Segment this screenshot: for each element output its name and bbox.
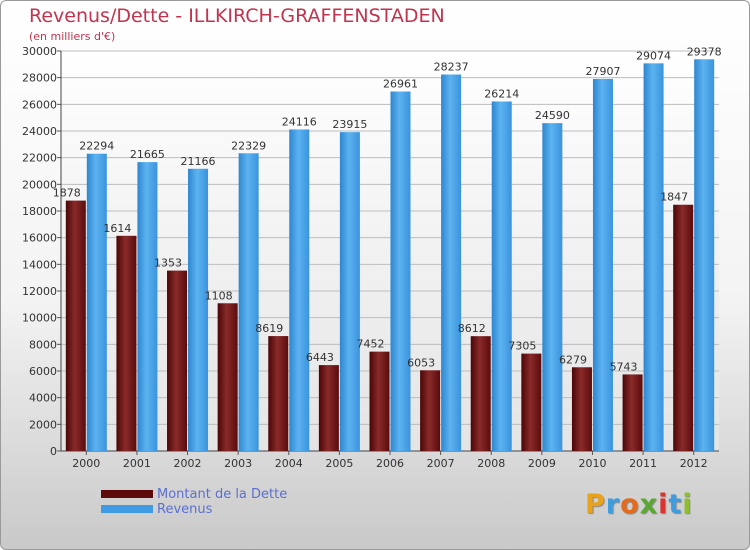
x-tick-label: 2007 [427,457,455,470]
bar-revenus [289,129,310,451]
bar-dette [268,336,289,451]
y-tick-label: 2000 [29,418,57,431]
bar-revenus [339,132,360,451]
x-tick-label: 2008 [477,457,505,470]
y-tick-label: 26000 [22,98,57,111]
bar-dette [420,370,441,451]
data-label-dette: 8612 [458,322,486,335]
y-tick-label: 8000 [29,338,57,351]
data-label-revenus: 22329 [231,139,266,152]
x-tick-label: 2004 [275,457,303,470]
data-label-revenus: 26961 [383,78,418,91]
x-tick-label: 2001 [123,457,151,470]
y-tick-label: 10000 [22,312,57,325]
bar-dette [622,374,643,451]
bar-revenus [86,153,107,451]
y-tick-label: 0 [50,445,57,458]
data-label-dette: 6053 [407,356,435,369]
bar-revenus [137,162,158,451]
legend-swatch-revenus [101,505,153,513]
chart-title: Revenus/Dette - ILLKIRCH-GRAFFENSTADEN [29,5,445,27]
x-tick-label: 2011 [629,457,657,470]
x-tick-label: 2002 [174,457,202,470]
y-tick-label: 12000 [22,285,57,298]
bar-dette [673,204,694,451]
bar-dette [521,353,542,451]
bar-revenus [491,101,512,451]
y-tick-label: 28000 [22,72,57,85]
data-label-dette: 5743 [610,360,638,373]
data-label-dette: 1353 [154,257,182,270]
data-label-revenus: 27907 [585,65,620,78]
bar-revenus [238,153,259,451]
bar-revenus [188,168,209,451]
data-label-revenus: 24116 [282,115,317,128]
bar-dette [571,367,592,451]
data-label-dette: 6279 [559,353,587,366]
data-label-dette: 1878 [53,187,81,200]
y-tick-label: 16000 [22,232,57,245]
bar-revenus [542,123,563,451]
data-label-revenus: 23915 [332,118,367,131]
bar-dette [369,351,390,451]
bar-revenus [390,91,411,452]
data-label-dette: 8619 [255,322,283,335]
data-label-dette: 7305 [508,340,536,353]
bar-dette [116,235,137,451]
data-label-dette: 1614 [103,222,131,235]
bar-dette [167,270,188,451]
x-tick-label: 2000 [72,457,100,470]
y-tick-label: 4000 [29,392,57,405]
data-label-revenus: 28237 [434,61,469,74]
data-label-dette: 6443 [306,351,334,364]
data-label-revenus: 26214 [484,87,519,100]
x-tick-label: 2003 [224,457,252,470]
bar-revenus [441,74,462,452]
y-tick-label: 20000 [22,178,57,191]
data-label-revenus: 22294 [79,140,114,153]
legend-label-dette: Montant de la Dette [157,487,288,502]
data-label-revenus: 21665 [130,148,165,161]
bar-revenus [694,59,715,451]
x-tick-label: 2006 [376,457,404,470]
bar-dette [318,365,339,451]
bar-dette [217,303,238,451]
data-label-revenus: 29074 [636,49,671,62]
bar-revenus [592,78,613,451]
proxiti-logo: Proxiti [585,489,693,520]
bar-dette [470,336,491,451]
bar-dette [65,200,86,451]
chart-subtitle: (en milliers d'€) [29,30,116,43]
data-label-revenus: 24590 [535,109,570,122]
legend-label-revenus: Revenus [157,502,213,517]
y-tick-label: 24000 [22,125,57,138]
data-label-revenus: 29378 [687,45,722,58]
x-tick-label: 2009 [528,457,556,470]
x-tick-label: 2012 [680,457,708,470]
y-tick-label: 6000 [29,365,57,378]
bar-revenus [643,63,664,451]
y-tick-label: 14000 [22,258,57,271]
y-tick-label: 30000 [22,45,57,58]
y-tick-label: 18000 [22,205,57,218]
data-label-dette: 7452 [357,338,385,351]
plot-area [61,51,719,451]
x-tick-label: 2010 [578,457,606,470]
data-label-dette: 1108 [205,289,233,302]
data-label-dette: 1847 [660,191,688,204]
legend-swatch-dette [101,490,153,498]
y-tick-label: 22000 [22,152,57,165]
data-label-revenus: 21166 [181,155,216,168]
x-tick-label: 2005 [325,457,353,470]
